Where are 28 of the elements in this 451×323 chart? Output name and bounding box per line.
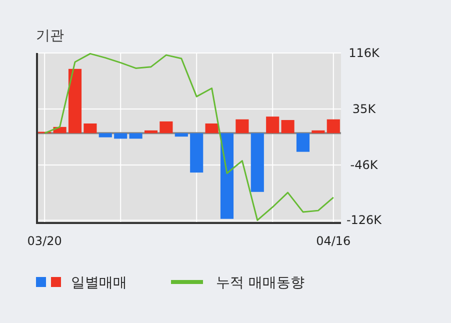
bar: [296, 133, 310, 152]
y-tick-label: -126K: [346, 213, 383, 228]
legend-label: 누적 매매동향: [216, 275, 304, 291]
bar: [281, 120, 294, 134]
bar: [129, 133, 142, 139]
bar: [114, 133, 128, 139]
bar: [326, 119, 340, 134]
bar: [68, 68, 82, 134]
line-series: [44, 52, 334, 221]
bar: [98, 133, 112, 138]
y-tick-label: 116K: [348, 46, 381, 60]
bar: [144, 130, 158, 134]
y-tick-label: 35K: [352, 102, 377, 116]
x-tick-label: 03/20: [27, 234, 62, 248]
legend-label: 일별매매: [71, 275, 127, 291]
bar: [205, 123, 218, 134]
x-tick-label: 04/16: [316, 234, 351, 248]
bar: [312, 130, 325, 134]
bar: [220, 133, 234, 219]
bar: [266, 116, 280, 134]
bar: [84, 123, 97, 134]
bar: [236, 119, 249, 134]
bar: [190, 133, 204, 173]
chart-title: 기관: [36, 28, 64, 44]
y-tick-label: -46K: [350, 158, 379, 172]
bar: [250, 133, 264, 192]
bar: [160, 121, 173, 134]
bar: [174, 133, 188, 137]
